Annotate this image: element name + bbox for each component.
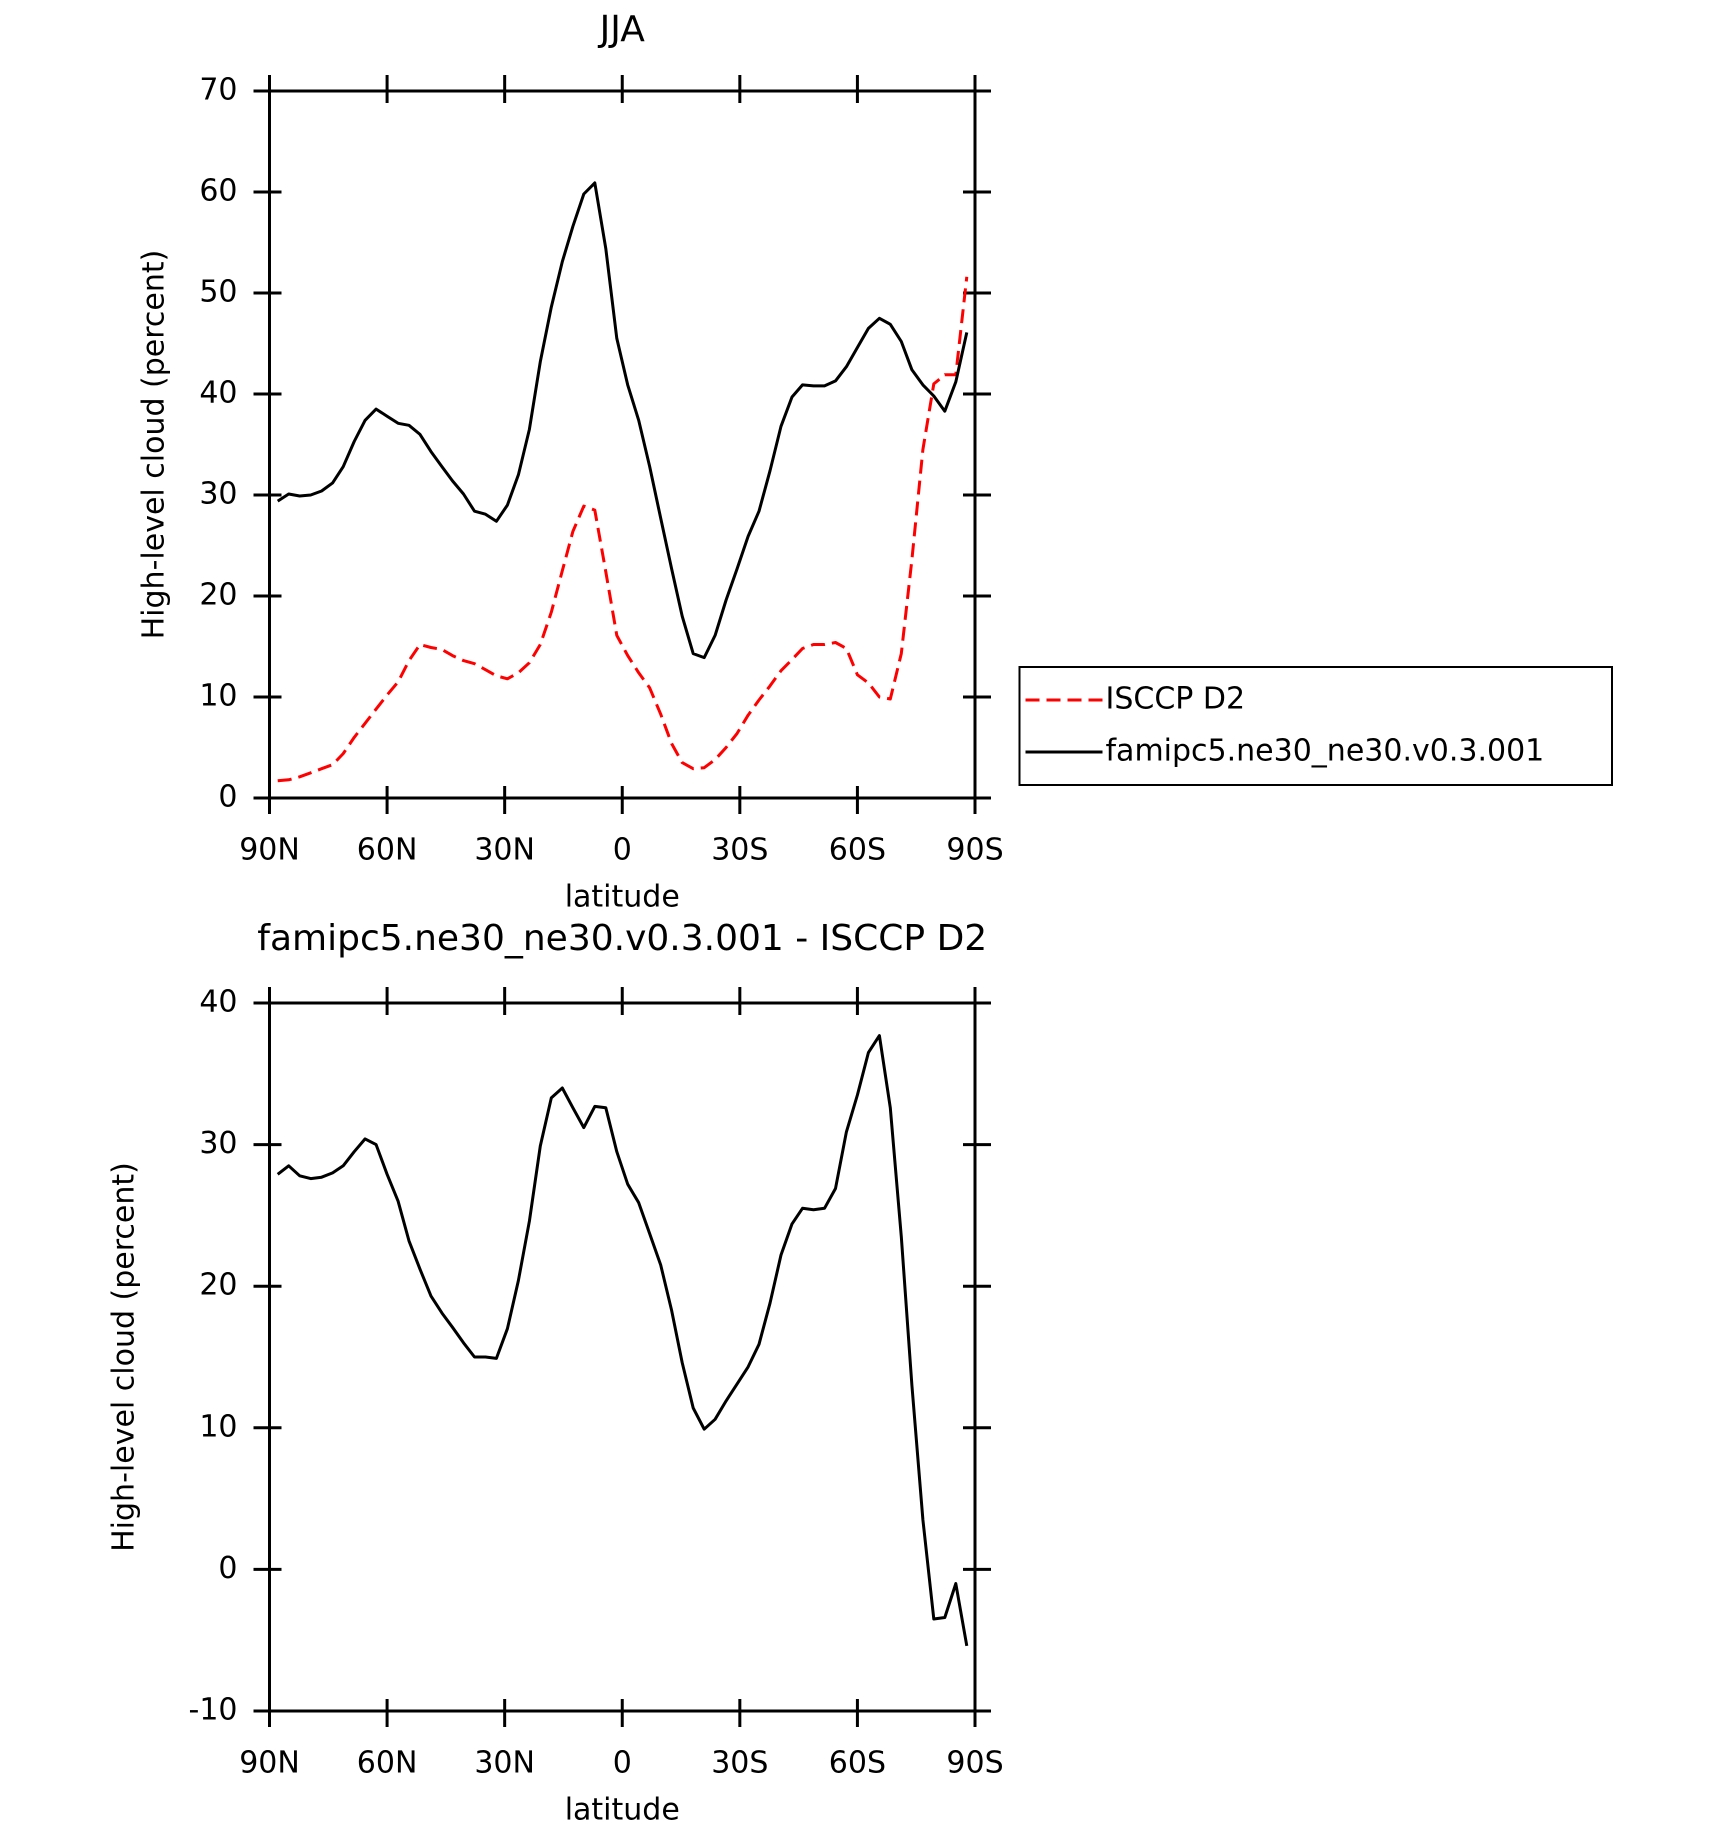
x-axis-label: latitude [565, 1793, 680, 1822]
x-tick-label: 90N [239, 833, 300, 868]
y-tick-label: 70 [199, 73, 237, 108]
y-tick-label: 10 [199, 679, 237, 714]
y-tick-label: -10 [189, 1693, 238, 1728]
x-tick-label: 60N [357, 833, 418, 868]
x-tick-label: 90S [946, 1746, 1003, 1781]
plot-frame [268, 89, 977, 800]
x-tick-label: 30S [711, 833, 768, 868]
y-tick-label: 40 [199, 985, 237, 1020]
x-tick-label: 90N [239, 1746, 300, 1781]
x-tick-label: 30N [474, 1746, 535, 1781]
legend-box [1018, 666, 1613, 786]
x-tick-label: 0 [613, 833, 632, 868]
y-axis-label: High-level cloud (percent) [137, 250, 172, 640]
x-tick-label: 0 [613, 1746, 632, 1781]
y-tick-label: 30 [199, 1126, 237, 1161]
x-tick-label: 30S [711, 1746, 768, 1781]
legend-label: ISCCP D2 [1106, 682, 1246, 717]
y-tick-label: 40 [199, 376, 237, 411]
y-tick-label: 30 [199, 477, 237, 512]
y-tick-label: 0 [218, 780, 237, 815]
x-tick-label: 60S [829, 1746, 886, 1781]
data-line [276, 1034, 969, 1647]
x-tick-label: 60S [829, 833, 886, 868]
x-axis-label: latitude [565, 880, 680, 915]
y-tick-label: 0 [218, 1551, 237, 1586]
data-line [276, 181, 969, 660]
y-axis-label: High-level cloud (percent) [107, 1162, 142, 1552]
plot-frame [268, 1001, 977, 1713]
y-tick-label: 20 [199, 1268, 237, 1303]
chart-title: famipc5.ne30_ne30.v0.3.001 - ISCCP D2 [257, 918, 987, 959]
data-line [277, 276, 969, 783]
legend-label: famipc5.ne30_ne30.v0.3.001 [1106, 734, 1545, 769]
x-tick-label: 30N [474, 833, 535, 868]
x-tick-label: 60N [357, 1746, 418, 1781]
y-tick-label: 20 [199, 578, 237, 613]
y-tick-label: 10 [199, 1409, 237, 1444]
y-tick-label: 50 [199, 275, 237, 310]
x-tick-label: 90S [946, 833, 1003, 868]
y-tick-label: 60 [199, 174, 237, 209]
chart-title: JJA [598, 9, 646, 50]
